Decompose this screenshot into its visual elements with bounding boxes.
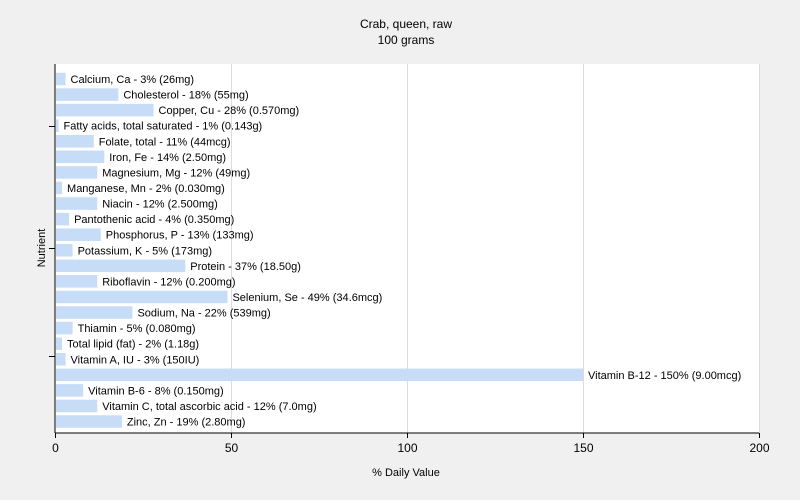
bar-label: Manganese, Mn - 2% (0.030mg) bbox=[67, 183, 225, 195]
bar-label: Thiamin - 5% (0.080mg) bbox=[78, 323, 196, 335]
bar-label: Riboflavin - 12% (0.200mg) bbox=[102, 276, 235, 288]
bar bbox=[56, 212, 70, 226]
bar-label: Vitamin B-12 - 150% (9.00mcg) bbox=[588, 370, 741, 382]
bar-label: Iron, Fe - 14% (2.50mg) bbox=[109, 152, 226, 164]
bar bbox=[56, 244, 73, 257]
bar bbox=[56, 290, 228, 304]
bar-label: Cholesterol - 18% (55mg) bbox=[123, 90, 248, 102]
bar bbox=[56, 228, 101, 241]
bar bbox=[56, 399, 98, 413]
chart-title: Crab, queen, raw bbox=[360, 17, 452, 31]
bar bbox=[56, 259, 186, 273]
bar-label: Niacin - 12% (2.500mg) bbox=[102, 199, 218, 211]
x-tick-label: 150 bbox=[573, 441, 593, 455]
chart-subtitle: 100 grams bbox=[378, 33, 435, 47]
bar-label: Vitamin A, IU - 3% (150IU) bbox=[71, 354, 200, 366]
bar bbox=[56, 103, 154, 117]
bar-label: Folate, total - 11% (44mcg) bbox=[99, 136, 231, 148]
bar bbox=[56, 119, 59, 132]
bar-label: Sodium, Na - 22% (539mg) bbox=[137, 308, 270, 320]
x-tick-label: 0 bbox=[52, 441, 59, 455]
x-ticks: 0 50 100 150 200 bbox=[52, 433, 770, 455]
bar-label: Vitamin C, total ascorbic acid - 12% (7.… bbox=[102, 401, 316, 413]
bar-label: Zinc, Zn - 19% (2.80mg) bbox=[127, 417, 246, 429]
bar bbox=[56, 72, 66, 86]
bar bbox=[56, 337, 63, 350]
bar bbox=[56, 166, 98, 179]
bar bbox=[56, 197, 98, 210]
bars bbox=[56, 72, 583, 428]
bar bbox=[56, 384, 84, 397]
y-axis-label: Nutrient bbox=[36, 229, 48, 268]
bar bbox=[56, 368, 583, 382]
x-axis-label: % Daily Value bbox=[372, 467, 440, 479]
bar bbox=[56, 150, 105, 164]
bar-label: Protein - 37% (18.50g) bbox=[190, 261, 301, 273]
bar-label: Pantothenic acid - 4% (0.350mg) bbox=[74, 214, 234, 226]
bar-label: Fatty acids, total saturated - 1% (0.143… bbox=[64, 121, 263, 133]
bar bbox=[56, 135, 94, 148]
bar-label: Total lipid (fat) - 2% (1.18g) bbox=[67, 339, 199, 351]
bar bbox=[56, 275, 98, 288]
bar-label: Selenium, Se - 49% (34.6mcg) bbox=[232, 292, 382, 304]
bar-label: Phosphorus, P - 13% (133mg) bbox=[106, 230, 254, 242]
x-tick-label: 200 bbox=[749, 441, 769, 455]
x-tick-label: 100 bbox=[397, 441, 417, 455]
bar-labels: Calcium, Ca - 3% (26mg) Cholesterol - 18%… bbox=[64, 74, 742, 429]
bar bbox=[56, 353, 66, 366]
bar-label: Copper, Cu - 28% (0.570mg) bbox=[159, 105, 300, 117]
bar bbox=[56, 181, 63, 195]
x-tick-label: 50 bbox=[225, 441, 239, 455]
bar bbox=[56, 88, 119, 101]
bar bbox=[56, 306, 133, 319]
bar-label: Vitamin B-6 - 8% (0.150mg) bbox=[88, 385, 224, 397]
bar-label: Potassium, K - 5% (173mg) bbox=[78, 245, 213, 257]
y-ticks bbox=[49, 126, 55, 357]
bar bbox=[56, 321, 73, 335]
bar bbox=[56, 415, 122, 428]
bar-label: Magnesium, Mg - 12% (49mg) bbox=[102, 167, 250, 179]
bar-label: Calcium, Ca - 3% (26mg) bbox=[71, 74, 194, 86]
